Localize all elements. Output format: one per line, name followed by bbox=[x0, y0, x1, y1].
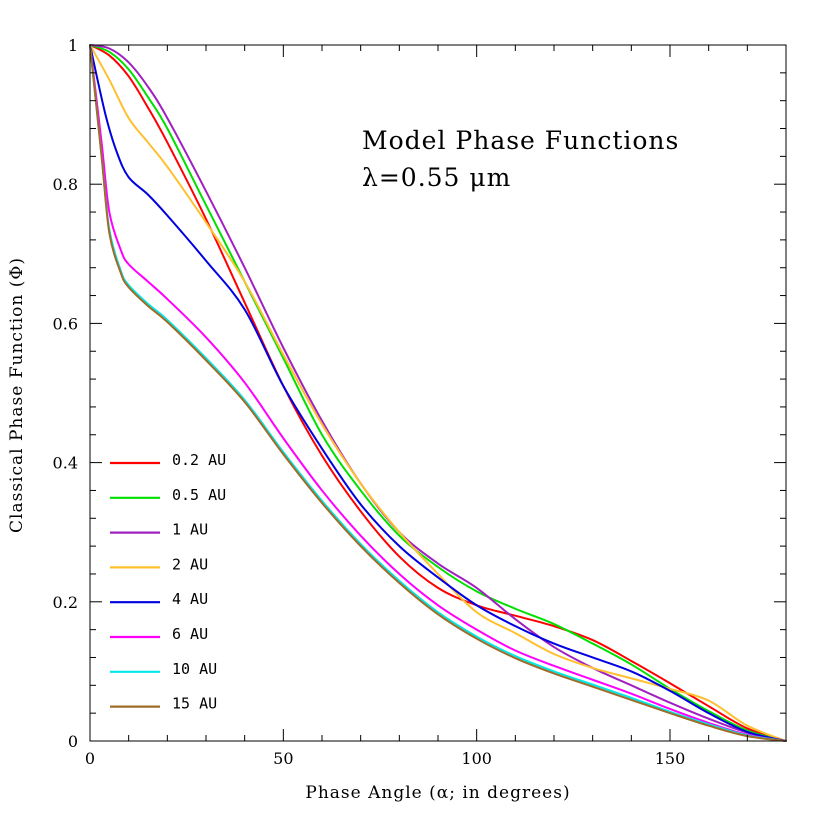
plot-frame bbox=[89, 44, 787, 742]
legend: 0.2 AU 0.5 AU 1 AU 2 AU 4 AU 6 AU 10 AU 15 AU bbox=[110, 451, 226, 713]
legend-label: 0.2 AU bbox=[172, 451, 226, 469]
series-line-0 bbox=[89, 44, 787, 742]
x-tick-label: 100 bbox=[461, 749, 492, 768]
series-line-4 bbox=[89, 44, 787, 742]
series-line-1 bbox=[89, 44, 787, 742]
legend-label: 10 AU bbox=[172, 660, 217, 678]
chart-title-line-1: Model Phase Functions bbox=[362, 126, 679, 155]
series-line-5 bbox=[89, 44, 787, 742]
y-tick-label: 1 bbox=[68, 36, 78, 55]
y-tick-label: 0.4 bbox=[53, 454, 78, 473]
chart-title-line-2: λ=0.55 μm bbox=[362, 163, 511, 192]
y-tick-label: 0.2 bbox=[53, 593, 78, 612]
tick-labels-layer: 0 50 100 150 0 0.2 0.4 0.6 0.8 1 bbox=[53, 36, 686, 768]
legend-label: 1 AU bbox=[172, 521, 208, 539]
legend-label: 4 AU bbox=[172, 590, 208, 608]
legend-label: 2 AU bbox=[172, 555, 208, 573]
legend-label: 0.5 AU bbox=[172, 486, 226, 504]
y-tick-label: 0.6 bbox=[53, 314, 78, 333]
legend-label: 15 AU bbox=[172, 695, 217, 713]
x-axis-title: Phase Angle (α; in degrees) bbox=[305, 783, 570, 803]
series-line-3 bbox=[89, 44, 787, 742]
y-tick-label: 0 bbox=[68, 732, 78, 751]
series-line-7 bbox=[89, 44, 787, 742]
x-tick-label: 50 bbox=[273, 749, 293, 768]
legend-label: 6 AU bbox=[172, 625, 208, 643]
x-tick-label: 150 bbox=[655, 749, 686, 768]
y-axis-title: Classical Phase Function (Φ) bbox=[7, 257, 27, 533]
y-tick-label: 0.8 bbox=[53, 175, 78, 194]
x-tick-label: 0 bbox=[85, 749, 95, 768]
series-layer bbox=[89, 44, 787, 742]
